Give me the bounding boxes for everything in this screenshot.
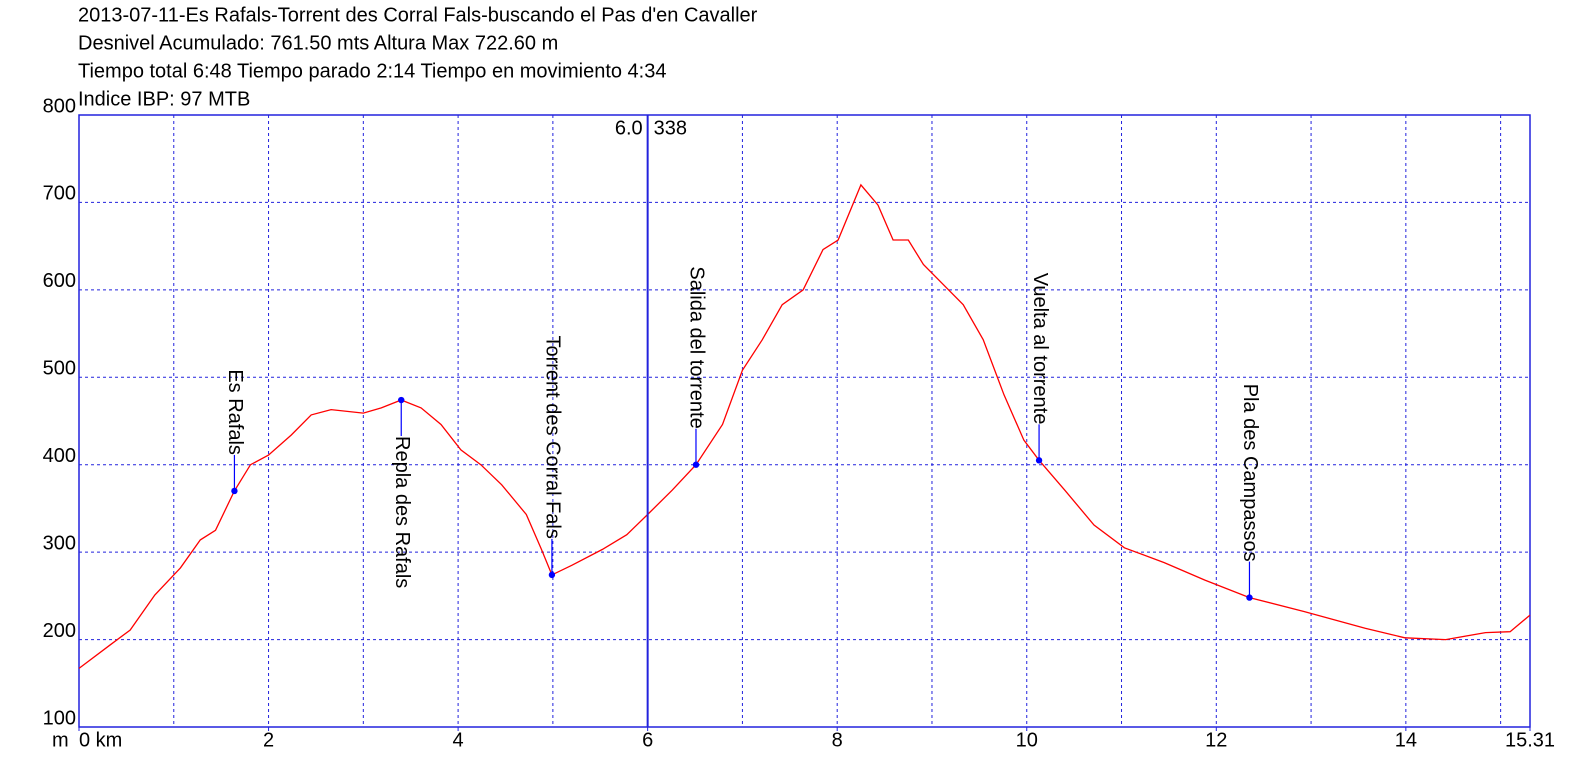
waypoint-label: Es Rafals bbox=[224, 369, 246, 455]
y-tick-label: 600 bbox=[43, 270, 76, 292]
waypoint-label: Pla des Campassos bbox=[1239, 384, 1261, 562]
x-tick-label: 15.31 bbox=[1505, 729, 1555, 751]
cursor-x-label: 6.0 bbox=[615, 117, 643, 139]
y-tick-label: 300 bbox=[43, 532, 76, 554]
waypoint-marker bbox=[231, 487, 238, 495]
y-tick-label: 700 bbox=[43, 183, 76, 205]
subtitle: Indice IBP: 97 MTB bbox=[78, 88, 250, 110]
x-tick-label: 4 bbox=[453, 729, 464, 751]
profile-line bbox=[78, 183, 1531, 669]
cursor-elevation-label: 338 bbox=[654, 117, 687, 139]
waypoint-marker bbox=[398, 396, 405, 404]
waypoint-label: Repla des Rafals bbox=[391, 436, 413, 588]
waypoint-label: Torrent des Corral Fals bbox=[542, 335, 564, 538]
subtitle: Desnivel Acumulado: 761.50 mts Altura Ma… bbox=[78, 32, 558, 54]
chart-title: 2013-07-11-Es Rafals-Torrent des Corral … bbox=[78, 4, 758, 26]
x-tick-label: 10 bbox=[1016, 729, 1038, 751]
waypoint-label: Salida del torrente bbox=[686, 266, 708, 428]
y-unit: m bbox=[52, 729, 69, 751]
y-tick-label: 400 bbox=[43, 445, 76, 467]
waypoint-label: Vuelta al torrente bbox=[1029, 273, 1051, 425]
plot-frame bbox=[78, 114, 1531, 728]
y-tick-label: 200 bbox=[43, 620, 76, 642]
y-tick-label: 800 bbox=[43, 95, 76, 117]
y-tick-label: 500 bbox=[43, 358, 76, 380]
x-tick-label: 12 bbox=[1205, 729, 1227, 751]
x-tick-label: 8 bbox=[832, 729, 843, 751]
x-tick-label: 6 bbox=[642, 729, 653, 751]
waypoint-marker bbox=[1035, 457, 1043, 464]
waypoint-marker bbox=[1246, 594, 1253, 601]
waypoint-marker bbox=[692, 461, 700, 468]
waypoint-marker bbox=[548, 571, 556, 579]
subtitle: Tiempo total 6:48 Tiempo parado 2:14 Tie… bbox=[78, 60, 667, 82]
x-tick-label: 2 bbox=[263, 729, 274, 751]
x-tick-label: 0 km bbox=[79, 729, 122, 751]
x-tick-label: 14 bbox=[1395, 729, 1417, 751]
y-tick-label: 100 bbox=[43, 707, 76, 729]
